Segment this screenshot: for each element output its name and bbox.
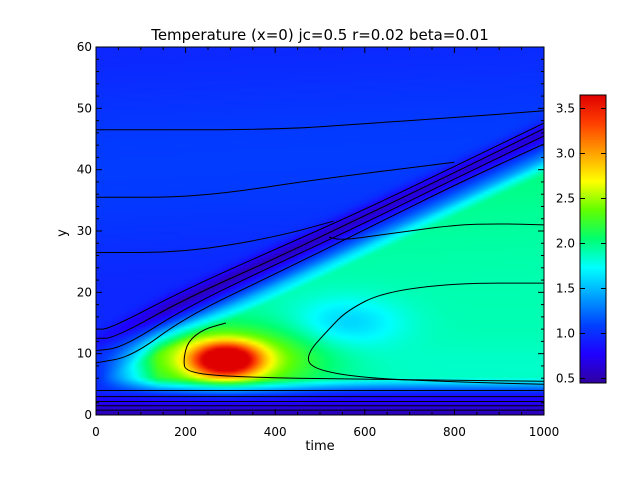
x-tick-label: 1000 xyxy=(529,425,560,439)
y-axis-label: y xyxy=(55,229,70,237)
contour-front-4 xyxy=(96,143,544,364)
colorbar-gradient xyxy=(580,95,606,383)
x-tick-label: 0 xyxy=(92,425,100,439)
x-tick-label: 200 xyxy=(174,425,197,439)
contour-front-3 xyxy=(96,135,544,352)
heatmap-plot-area xyxy=(95,46,545,416)
x-tick-label: 800 xyxy=(443,425,466,439)
contour-lines xyxy=(96,110,544,411)
colorbar-frame xyxy=(579,94,607,384)
contour-front-1 xyxy=(96,122,544,330)
contour-upper-1 xyxy=(96,110,544,131)
y-axis: 0 10 20 30 40 50 60 xyxy=(77,40,544,422)
colorbar-tick-label: 1.0 xyxy=(556,327,575,341)
colorbar-tick-label: 3.0 xyxy=(556,147,575,161)
colorbar-tick-label: 0.5 xyxy=(556,372,575,386)
y-tick-label: 40 xyxy=(77,163,92,177)
contour-upper-2 xyxy=(96,161,455,198)
y-tick-label: 50 xyxy=(77,101,92,115)
y-tick-label: 0 xyxy=(84,408,92,422)
colorbar-tick-label: 1.5 xyxy=(556,282,575,296)
y-tick-label: 30 xyxy=(77,224,92,238)
colorbar-tick-label: 2.0 xyxy=(556,237,575,251)
contour-warm-zone xyxy=(307,282,544,385)
colorbar-tick-label: 2.5 xyxy=(556,192,575,206)
y-tick-label: 20 xyxy=(77,285,92,299)
chart-title: Temperature (x=0) jc=0.5 r=0.02 beta=0.0… xyxy=(150,26,489,44)
contour-warm-inner xyxy=(328,223,544,240)
x-tick-label: 400 xyxy=(264,425,287,439)
temperature-heatmap-field xyxy=(96,47,544,415)
x-axis: 0 200 400 600 800 1000 xyxy=(92,47,559,439)
colorbar-tick-label: 3.5 xyxy=(556,102,575,116)
x-axis-label: time xyxy=(305,439,334,454)
y-tick-label: 10 xyxy=(77,347,92,361)
y-tick-label: 60 xyxy=(77,40,92,54)
contour-hot-region xyxy=(183,322,544,382)
x-tick-label: 600 xyxy=(353,425,376,439)
colorbar: 0.5 1.0 1.5 2.0 2.5 3.0 3.5 xyxy=(556,94,607,386)
contour-upper-3 xyxy=(96,220,334,253)
contour-front-2 xyxy=(96,128,544,339)
